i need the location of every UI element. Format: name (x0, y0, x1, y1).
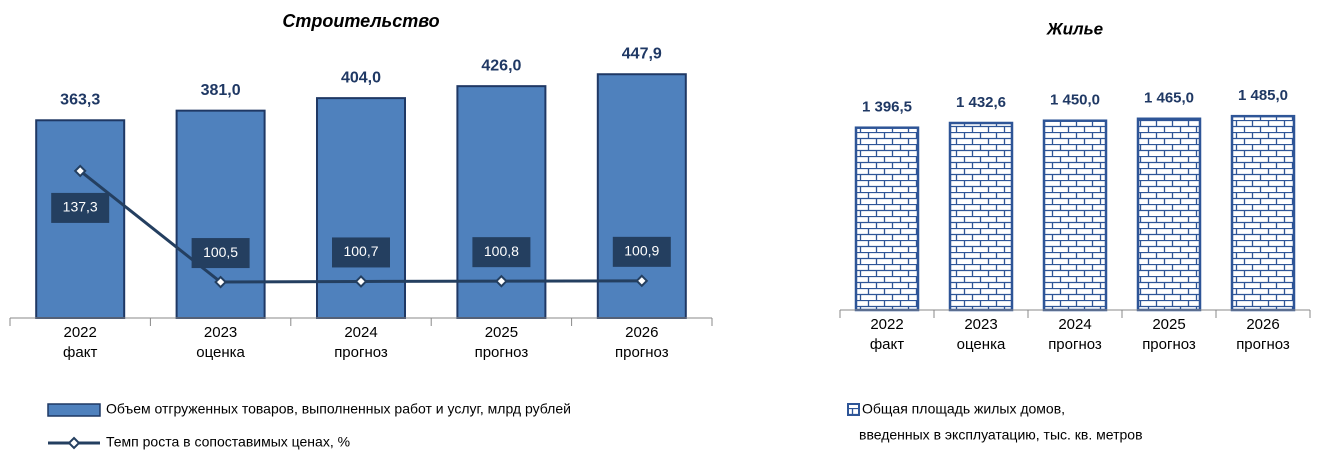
line-value-label: 100,8 (484, 243, 519, 259)
legend-label: Общая площадь жилых домов, (862, 401, 1065, 417)
x-tick-label: оценка (957, 336, 1006, 353)
x-tick-label: факт (63, 344, 97, 361)
legend-label: Темп роста в сопоставимых ценах, % (106, 434, 350, 450)
legend-label: введенных в эксплуатацию, тыс. кв. метро… (859, 427, 1143, 443)
x-tick-label: прогноз (1142, 336, 1196, 353)
line-value-label: 100,7 (343, 243, 378, 259)
x-tick-label: 2023 (964, 316, 997, 333)
line-marker (635, 274, 649, 288)
bar-value-label: 1 432,6 (956, 94, 1006, 111)
x-tick-label: прогноз (1048, 336, 1102, 353)
x-tick-label: 2025 (485, 324, 518, 341)
bar-value-label: 404,0 (341, 69, 381, 86)
line-label-box (191, 238, 250, 269)
line-label-box (612, 236, 671, 267)
line-value-label: 137,3 (63, 199, 98, 215)
bar (854, 126, 920, 312)
x-tick-label: 2024 (1058, 316, 1091, 333)
legend-swatch (47, 403, 101, 417)
bar (1230, 114, 1296, 312)
legend-swatch (67, 436, 81, 450)
x-tick-label: прогноз (1236, 336, 1290, 353)
x-tick-label: прогноз (475, 344, 529, 361)
bar (1042, 119, 1108, 312)
line-marker (354, 275, 368, 288)
chart-title: Жилье (1046, 19, 1103, 38)
x-tick-label: 2026 (1246, 316, 1279, 333)
bar-value-label: 381,0 (201, 82, 241, 99)
legend-swatch (847, 403, 860, 416)
bar-value-label: 1 450,0 (1050, 92, 1100, 109)
x-tick-label: прогноз (334, 344, 388, 361)
bar-value-label: 1 465,0 (1144, 90, 1194, 107)
chart-title: Строительство (282, 11, 439, 31)
line-marker (494, 274, 508, 288)
bar-value-label: 363,3 (60, 91, 100, 108)
bar-value-label: 447,9 (622, 45, 662, 62)
line-value-label: 100,5 (203, 244, 238, 260)
bar-value-label: 1 396,5 (862, 99, 912, 116)
x-tick-label: 2026 (625, 324, 658, 341)
x-tick-label: факт (870, 336, 904, 353)
bar (948, 121, 1014, 312)
bar (1136, 117, 1202, 312)
bar-value-label: 1 485,0 (1238, 87, 1288, 104)
bar-value-label: 426,0 (481, 57, 521, 74)
line-marker (73, 164, 87, 178)
x-tick-label: прогноз (615, 344, 669, 361)
x-tick-label: 2024 (344, 324, 377, 341)
x-tick-label: 2022 (64, 324, 97, 341)
line-marker (214, 275, 228, 289)
x-tick-label: оценка (196, 344, 245, 361)
legend-label: Объем отгруженных товаров, выполненных р… (106, 401, 571, 417)
line-label-box (472, 237, 531, 268)
line-label-box (51, 192, 110, 223)
x-tick-label: 2023 (204, 324, 237, 341)
line-value-label: 100,9 (624, 243, 659, 259)
line-label-box (332, 237, 390, 268)
x-tick-label: 2022 (870, 316, 903, 333)
x-tick-label: 2025 (1152, 316, 1185, 333)
